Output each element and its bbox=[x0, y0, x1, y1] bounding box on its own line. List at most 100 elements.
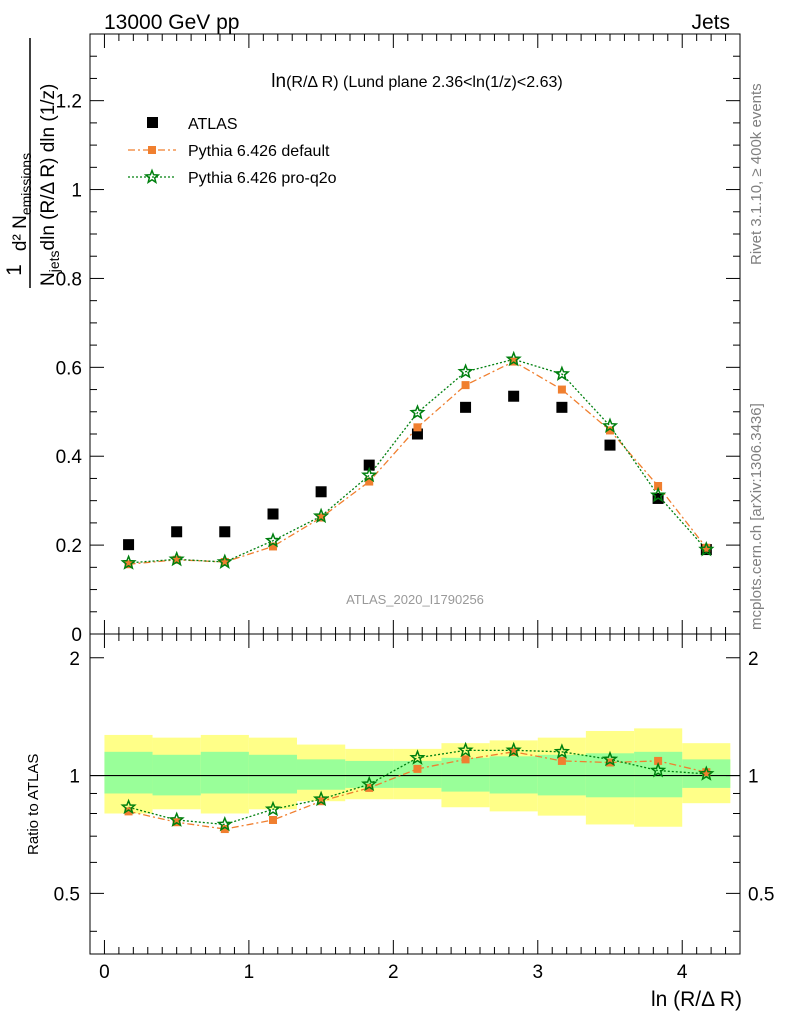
ratio-band-inner bbox=[104, 751, 153, 794]
ratio-ytick-label-right: 0.5 bbox=[748, 884, 774, 905]
ratio-default-point bbox=[557, 756, 566, 765]
main-plot: 0 0.2 0.4 0.6 0.8 1 1.2 ATLAS_2020_I1790256 ln… bbox=[3, 33, 741, 646]
legend: ATLAS Pythia 6.426 default Pythia 6.426 … bbox=[128, 116, 337, 187]
legend-marker-proq2o bbox=[143, 168, 161, 184]
atlas-data-point bbox=[460, 401, 472, 413]
proq2o-data-point bbox=[698, 541, 715, 557]
ratio-proq2o-point bbox=[649, 761, 667, 778]
ratio-band-inner bbox=[441, 757, 490, 792]
ratio-proq2o-point bbox=[216, 815, 233, 832]
legend-label-proq2o: Pythia 6.426 pro-q2o bbox=[188, 170, 337, 187]
atlas-data-point bbox=[363, 459, 375, 471]
ratio-proq2o-point bbox=[312, 790, 330, 807]
ylabel-d2n: d² Nemissions bbox=[10, 153, 34, 251]
ratio-band-inner bbox=[248, 754, 297, 794]
ratio-proq2o-point bbox=[168, 811, 185, 827]
ratio-plot: 0.5 0.5 1 1 2 2 0 1 2 3 4 Ratio to ATLAS ln (R/Δ R… bbox=[25, 633, 774, 1011]
proq2o-data-point bbox=[553, 365, 571, 381]
legend-label-atlas: ATLAS bbox=[188, 116, 238, 133]
proq2o-data-point bbox=[409, 404, 426, 420]
default-data-point bbox=[220, 558, 229, 566]
ratio-plot-frame bbox=[89, 633, 741, 955]
proq2o-data-point bbox=[601, 417, 619, 433]
atlas-data-point bbox=[123, 539, 135, 551]
plot-title: ln(R/Δ R) (Lund plane 2.36<ln(1/z)<2.63) bbox=[271, 71, 562, 92]
atlas-data-point bbox=[171, 526, 183, 538]
atlas-data-point bbox=[556, 401, 568, 413]
ratio-band-inner bbox=[296, 759, 346, 790]
default-data-point bbox=[606, 426, 614, 435]
atlas-data-point bbox=[411, 428, 423, 440]
ratio-default-point bbox=[220, 825, 229, 834]
main-ytick-label: 0.2 bbox=[56, 536, 82, 557]
main-ytick-label: 0.4 bbox=[56, 447, 83, 468]
ratio-ytick-label-right: 1 bbox=[748, 767, 759, 788]
rivet-label: Rivet 3.1.10, ≥ 400k events bbox=[748, 83, 765, 265]
main-ytick-label: 1.2 bbox=[56, 92, 82, 113]
ratio-ylabel: Ratio to ATLAS bbox=[25, 754, 42, 855]
default-data-point bbox=[413, 423, 422, 432]
default-series-line bbox=[128, 360, 707, 565]
default-data-point bbox=[124, 560, 133, 569]
legend-marker-atlas bbox=[147, 117, 158, 128]
default-data-point bbox=[269, 542, 278, 551]
main-ylabel: 1 d² Nemissions Njetsdln (R/Δ R) dln (1/… bbox=[3, 38, 62, 288]
ratio-default-point bbox=[654, 756, 663, 765]
main-plot-marks bbox=[120, 350, 715, 570]
main-ytick-label: 0.6 bbox=[56, 358, 82, 379]
atlas-data-point bbox=[267, 508, 279, 520]
proq2o-data-point bbox=[505, 350, 522, 367]
ratio-proq2o-point bbox=[361, 775, 378, 792]
default-data-point bbox=[317, 513, 326, 522]
ratio-proq2o-point bbox=[505, 741, 522, 758]
ylabel-denominator: Njetsdln (R/Δ R) dln (1/z) bbox=[38, 84, 62, 286]
ratio-plot-marks bbox=[90, 728, 740, 834]
main-watermark: ATLAS_2020_I1790256 bbox=[346, 592, 484, 607]
ratio-default-point bbox=[509, 747, 518, 756]
default-data-point bbox=[365, 477, 374, 486]
ratio-default-point bbox=[461, 755, 470, 764]
ratio-proq2o-point bbox=[120, 798, 137, 815]
ratio-proq2o-point bbox=[457, 741, 474, 758]
ratio-default-point bbox=[124, 807, 133, 816]
proq2o-data-point bbox=[120, 554, 137, 570]
ratio-proq2o-point bbox=[409, 749, 426, 765]
ratio-band-inner bbox=[489, 756, 538, 794]
ratio-proq2o-point bbox=[264, 800, 282, 817]
default-data-point bbox=[702, 543, 711, 552]
header-right: Jets bbox=[691, 11, 730, 34]
ratio-default-point bbox=[413, 764, 422, 773]
ratio-ytick-label-right: 2 bbox=[748, 649, 759, 670]
atlas-data-point bbox=[604, 439, 616, 451]
proq2o-data-point bbox=[457, 363, 474, 379]
xtick-label: 2 bbox=[388, 962, 399, 983]
proq2o-series-line bbox=[128, 358, 707, 564]
ratio-ytick-label: 2 bbox=[69, 649, 80, 670]
xtick-label: 1 bbox=[244, 962, 255, 983]
ratio-ytick-label: 0.5 bbox=[54, 884, 80, 905]
ratio-proq2o-point bbox=[698, 765, 715, 781]
proq2o-data-point bbox=[361, 466, 378, 483]
mcplots-label: mcplots.cern.ch [arXiv:1306.3436] bbox=[748, 403, 765, 630]
ylabel-one: 1 bbox=[3, 264, 26, 276]
default-data-point bbox=[654, 482, 663, 490]
proq2o-data-point bbox=[168, 550, 185, 567]
ratio-band-inner bbox=[200, 751, 249, 794]
legend-label-default: Pythia 6.426 default bbox=[188, 143, 330, 160]
ratio-default-point bbox=[269, 815, 278, 824]
proq2o-data-point bbox=[312, 507, 330, 524]
atlas-data-point bbox=[315, 486, 327, 498]
legend-marker-default bbox=[148, 146, 156, 154]
proq2o-data-point bbox=[264, 532, 282, 548]
proq2o-data-point bbox=[216, 553, 233, 570]
ratio-default-point bbox=[702, 768, 711, 777]
ratio-proq2o-point bbox=[553, 743, 571, 759]
ratio-proq2o-point bbox=[601, 750, 619, 767]
default-data-point bbox=[557, 385, 566, 394]
ratio-ytick-label: 1 bbox=[69, 767, 80, 788]
main-ytick-label: 0.8 bbox=[56, 269, 82, 290]
main-ytick-label: 1 bbox=[71, 181, 82, 202]
x-axis-label: ln (R/Δ R) bbox=[651, 988, 742, 1011]
ratio-band-inner bbox=[345, 760, 394, 788]
